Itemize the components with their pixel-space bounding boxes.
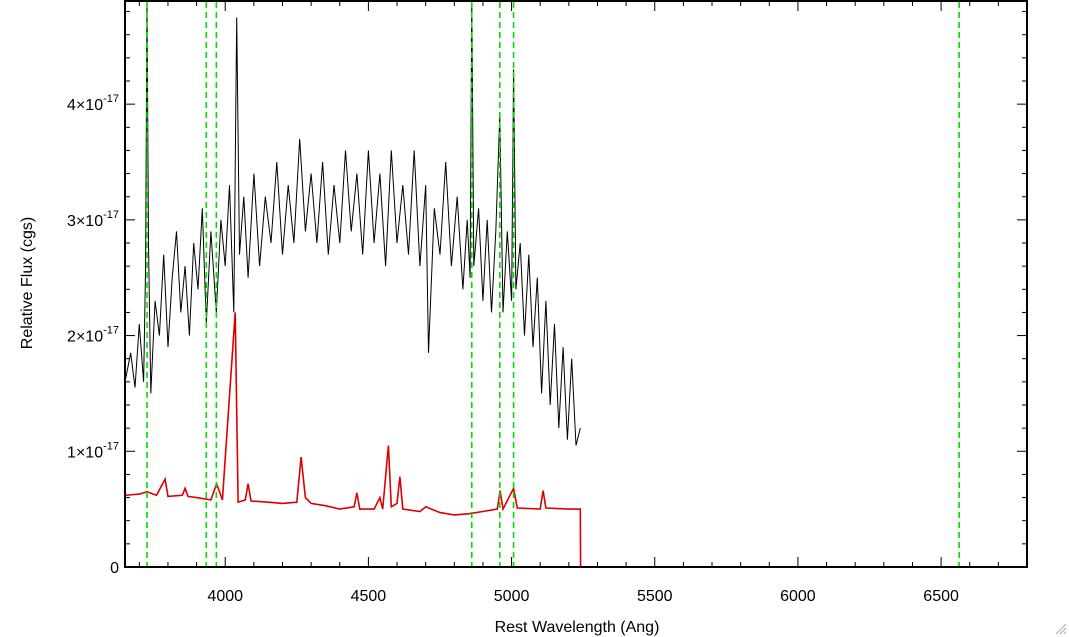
y-tick-exponent: -17	[103, 93, 119, 105]
series-line-1	[124, 312, 1027, 568]
y-tick-mantissa: 2×10	[67, 329, 103, 346]
series-layer	[124, 0, 1027, 568]
x-tick-label: 6500	[923, 588, 959, 605]
x-tick-label: 6000	[780, 588, 816, 605]
plot-frame	[124, 0, 1028, 568]
y-tick-exponent: -17	[103, 440, 119, 452]
x-axis: 4000 4500 5000 5500 6000 6500	[138, 1, 1028, 605]
y-tick-mantissa: 3×10	[67, 213, 103, 230]
y-tick-label: 3×10-17	[67, 209, 119, 230]
y-tick-mantissa: 1×10	[67, 444, 103, 461]
x-axis-title: Rest Wavelength (Ang)	[495, 619, 660, 636]
y-tick-mantissa: 4×10	[67, 97, 103, 114]
series-line-0	[124, 0, 581, 446]
y-tick-exponent: -17	[103, 209, 119, 221]
x-tick-label: 5500	[637, 588, 673, 605]
y-tick-label: 1×10-17	[67, 440, 119, 461]
x-tick-label: 4000	[207, 588, 243, 605]
reference-lines	[146, 2, 960, 567]
y-tick-label: 0	[110, 560, 119, 577]
y-tick-mantissa: 0	[110, 560, 119, 577]
y-axis: 01×10-172×10-173×10-174×10-17	[67, 11, 1027, 577]
y-tick-label: 4×10-17	[67, 93, 119, 114]
x-tick-label: 5000	[494, 588, 530, 605]
x-tick-label: 4500	[351, 588, 387, 605]
y-tick-label: 2×10-17	[67, 325, 119, 346]
resize-grip-icon[interactable]	[1055, 623, 1067, 635]
y-axis-title: Relative Flux (cgs)	[19, 217, 36, 349]
y-tick-exponent: -17	[103, 325, 119, 337]
